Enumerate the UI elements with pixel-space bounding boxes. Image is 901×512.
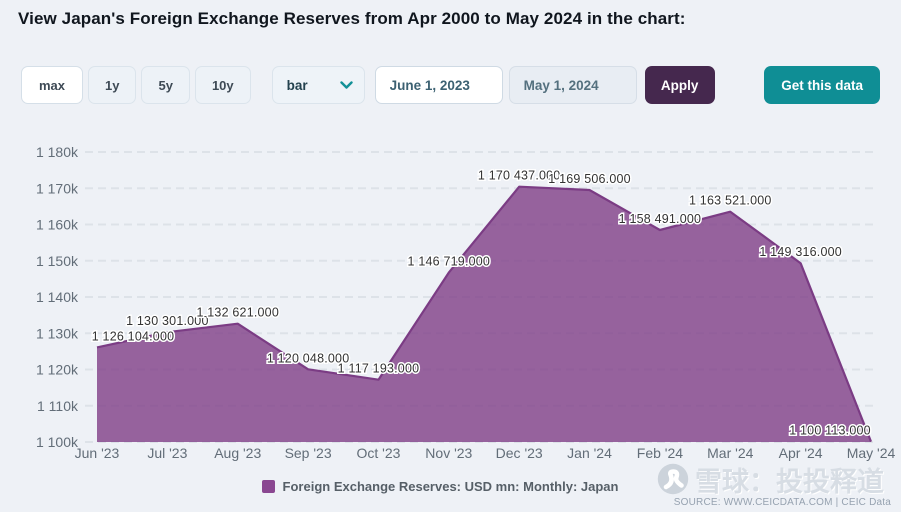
range-button-10y[interactable]: 10y (194, 66, 251, 104)
range-button-1y[interactable]: 1y (88, 66, 137, 104)
y-axis-tick-label: 1 120k (36, 362, 79, 378)
data-label: 1 130 301.000 (126, 314, 209, 328)
get-this-data-button[interactable]: Get this data (764, 66, 880, 104)
y-axis-tick-label: 1 180k (36, 144, 79, 160)
y-axis-tick-label: 1 100k (36, 434, 79, 450)
chart-canvas: 1 100k 1 110k 1 120k 1 130k 1 140k 1 150k 1 16… (36, 144, 896, 461)
area-series-fill (97, 186, 871, 442)
legend-label: Foreign Exchange Reserves: USD mn: Month… (282, 479, 619, 494)
data-label: 1 170 437.000 (478, 169, 561, 183)
x-axis-tick-label: May '24 (847, 445, 896, 461)
data-label: 1 120 048.000 (267, 351, 350, 365)
y-axis-tick-label: 1 150k (36, 253, 79, 269)
x-axis-tick-label: Nov '23 (425, 445, 472, 461)
date-to-input[interactable] (508, 66, 637, 104)
x-axis-tick-label: Oct '23 (356, 445, 400, 461)
chart-toolbar: max 1y 5y 10y bar Apply Get this data (21, 66, 880, 104)
data-label: 1 117 193.000 (338, 362, 420, 376)
y-axis-tick-label: 1 110k (37, 398, 79, 414)
date-from-input[interactable] (374, 66, 503, 104)
y-axis-tick-label: 1 160k (36, 217, 79, 233)
data-label: 1 100 113.000 (789, 424, 871, 438)
apply-button[interactable]: Apply (644, 66, 715, 104)
x-axis-tick-label: Jun '23 (75, 445, 120, 461)
y-axis-tick-label: 1 140k (36, 289, 79, 305)
source-attribution: SOURCE: WWW.CEICDATA.COM | CEIC Data (673, 497, 891, 508)
x-axis-tick-label: Aug '23 (214, 445, 261, 461)
data-label: 1 163 521.000 (689, 194, 772, 208)
data-label: 1 169 506.000 (548, 172, 631, 186)
y-axis-tick-label: 1 170k (36, 180, 79, 196)
x-axis-tick-label: Feb '24 (637, 445, 683, 461)
data-label: 1 158 491.000 (619, 212, 702, 226)
range-button-max[interactable]: max (21, 66, 83, 104)
data-label: 1 132 621.000 (196, 306, 279, 320)
x-axis-tick-label: Jul '23 (147, 445, 187, 461)
x-axis-tick-label: Dec '23 (496, 445, 543, 461)
page-title: View Japan's Foreign Exchange Reserves f… (18, 9, 686, 28)
x-axis-tick-label: Jan '24 (567, 445, 612, 461)
x-axis-tick-label: Mar '24 (707, 445, 753, 461)
chart-type-select[interactable]: bar (271, 66, 365, 104)
range-button-5y[interactable]: 5y (141, 66, 190, 104)
x-axis-tick-label: Sep '23 (285, 445, 332, 461)
chart-type-value: bar (286, 77, 308, 93)
chart-area: 1 100k 1 110k 1 120k 1 130k 1 140k 1 150k 1 16… (0, 126, 901, 478)
data-label: 1 126 104.000 (92, 329, 175, 343)
area-series-line (96, 185, 873, 443)
chevron-down-icon (339, 80, 353, 90)
data-label: 1 149 316.000 (759, 245, 842, 259)
chart-legend[interactable]: Foreign Exchange Reserves: USD mn: Month… (0, 479, 880, 494)
y-axis-tick-label: 1 130k (36, 325, 79, 341)
data-label: 1 146 719.000 (408, 255, 491, 269)
x-axis-tick-label: Apr '24 (779, 445, 823, 461)
legend-swatch-icon (261, 480, 275, 493)
